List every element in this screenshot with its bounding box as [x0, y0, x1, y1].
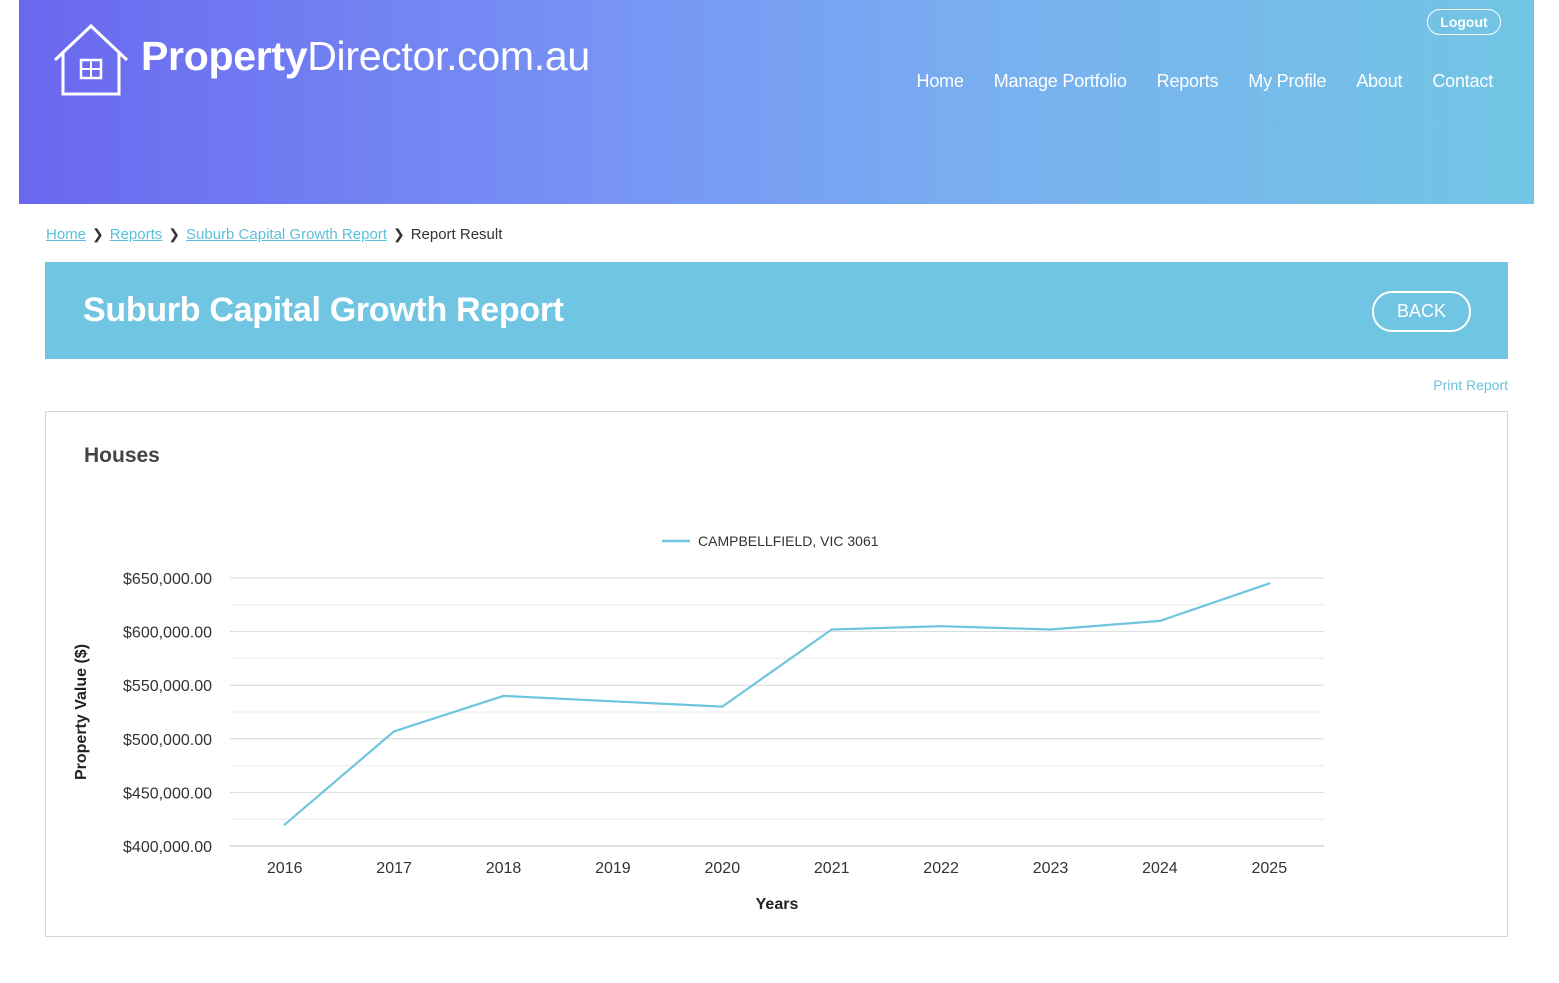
y-tick-label: $600,000.00 [123, 625, 212, 642]
y-tick-label: $650,000.00 [123, 571, 212, 588]
house-logo-icon [53, 23, 129, 96]
panel-title: Houses [84, 444, 160, 467]
breadcrumb-current: Report Result [410, 226, 503, 243]
growth-line-chart: $400,000.00 $450,000.00 $500,000.00 $550,00… [73, 533, 1324, 913]
data-point [721, 705, 724, 708]
chevron-right-icon: ❯ [92, 226, 104, 242]
y-tick-label: $500,000.00 [123, 732, 212, 749]
chevron-right-icon: ❯ [392, 226, 405, 242]
x-tick-label: 2019 [595, 860, 631, 877]
breadcrumb: Home ❯ Reports ❯ Suburb Capital Growth R… [46, 226, 502, 243]
page-title: Suburb Capital Growth Report [83, 291, 564, 329]
logout-button[interactable]: Logout [1427, 9, 1501, 35]
logo-wordmark-rest: Director.com.au [307, 32, 590, 79]
x-tick-label: 2021 [814, 860, 850, 877]
site-header: PropertyDirector.com.au Logout Home Mana… [19, 0, 1534, 204]
breadcrumb-suburb-report[interactable]: Suburb Capital Growth Report [186, 226, 387, 243]
x-tick-label: 2023 [1033, 860, 1069, 877]
logo-wordmark: PropertyDirector.com.au [141, 32, 590, 79]
print-report-link[interactable]: Print Report [1433, 377, 1508, 393]
x-tick-label: 2017 [376, 860, 412, 877]
breadcrumb-home[interactable]: Home [46, 226, 87, 243]
data-point [1268, 582, 1271, 585]
report-banner: Suburb Capital Growth Report BACK [45, 262, 1508, 359]
y-tick-label: $400,000.00 [123, 839, 212, 856]
x-tick-label: 2024 [1142, 860, 1178, 877]
data-point [1158, 619, 1162, 623]
legend-label: CAMPBELLFIELD, VIC 3061 [698, 533, 879, 549]
nav-manage-portfolio[interactable]: Manage Portfolio [993, 71, 1127, 91]
x-tick-label: 2020 [705, 860, 741, 877]
chevron-right-icon: ❯ [168, 226, 181, 242]
nav-reports[interactable]: Reports [1156, 71, 1219, 91]
y-tick-label: $450,000.00 [123, 785, 212, 802]
main-nav: Home Manage Portfolio Reports My Profile… [916, 71, 1494, 92]
data-point [1049, 628, 1052, 631]
data-point [830, 628, 833, 631]
x-tick-label: 2022 [923, 860, 959, 877]
y-axis-title: Property Value ($) [73, 644, 90, 780]
x-axis-title: Years [756, 896, 799, 913]
data-point [502, 694, 505, 698]
data-point [283, 823, 286, 826]
back-button[interactable]: BACK [1372, 291, 1471, 332]
site-logo[interactable]: PropertyDirector.com.au [51, 22, 590, 98]
x-tick-label: 2016 [267, 860, 303, 877]
data-point [392, 730, 396, 733]
data-point [939, 625, 943, 628]
logo-wordmark-bold: Property [141, 32, 308, 79]
series-line [283, 582, 1270, 826]
data-point [611, 700, 615, 703]
x-tick-label: 2018 [486, 860, 522, 877]
nav-home[interactable]: Home [916, 71, 964, 91]
nav-my-profile[interactable]: My Profile [1248, 71, 1327, 91]
breadcrumb-reports[interactable]: Reports [109, 226, 163, 243]
nav-contact[interactable]: Contact [1432, 71, 1493, 91]
y-tick-label: $550,000.00 [123, 678, 212, 695]
x-tick-label: 2025 [1252, 860, 1288, 877]
chart-panel: Houses $400,000.00 $450,000.00 $500,000.00… [45, 411, 1508, 937]
nav-about[interactable]: About [1356, 71, 1403, 91]
